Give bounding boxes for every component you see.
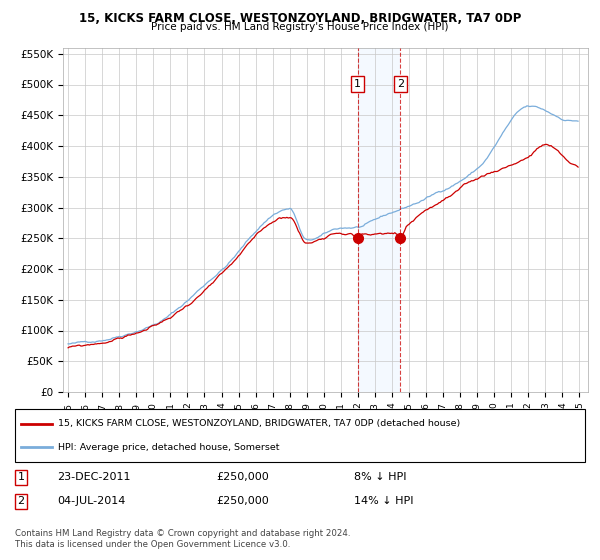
Text: 15, KICKS FARM CLOSE, WESTONZOYLAND, BRIDGWATER, TA7 0DP (detached house): 15, KICKS FARM CLOSE, WESTONZOYLAND, BRI… [58, 419, 460, 428]
Text: 2: 2 [17, 496, 25, 506]
Text: 2: 2 [397, 79, 404, 89]
Text: Price paid vs. HM Land Registry's House Price Index (HPI): Price paid vs. HM Land Registry's House … [151, 22, 449, 32]
Text: 15, KICKS FARM CLOSE, WESTONZOYLAND, BRIDGWATER, TA7 0DP: 15, KICKS FARM CLOSE, WESTONZOYLAND, BRI… [79, 12, 521, 25]
Text: 8% ↓ HPI: 8% ↓ HPI [354, 472, 407, 482]
Text: Contains HM Land Registry data © Crown copyright and database right 2024.
This d: Contains HM Land Registry data © Crown c… [15, 529, 350, 549]
Text: HPI: Average price, detached house, Somerset: HPI: Average price, detached house, Some… [58, 442, 279, 451]
Text: 14% ↓ HPI: 14% ↓ HPI [354, 496, 413, 506]
Text: £250,000: £250,000 [216, 472, 269, 482]
Text: 1: 1 [17, 472, 25, 482]
Text: 04-JUL-2014: 04-JUL-2014 [57, 496, 125, 506]
Text: 1: 1 [354, 79, 361, 89]
FancyBboxPatch shape [15, 409, 585, 462]
Text: 23-DEC-2011: 23-DEC-2011 [57, 472, 131, 482]
Text: £250,000: £250,000 [216, 496, 269, 506]
Bar [358, 48, 400, 392]
